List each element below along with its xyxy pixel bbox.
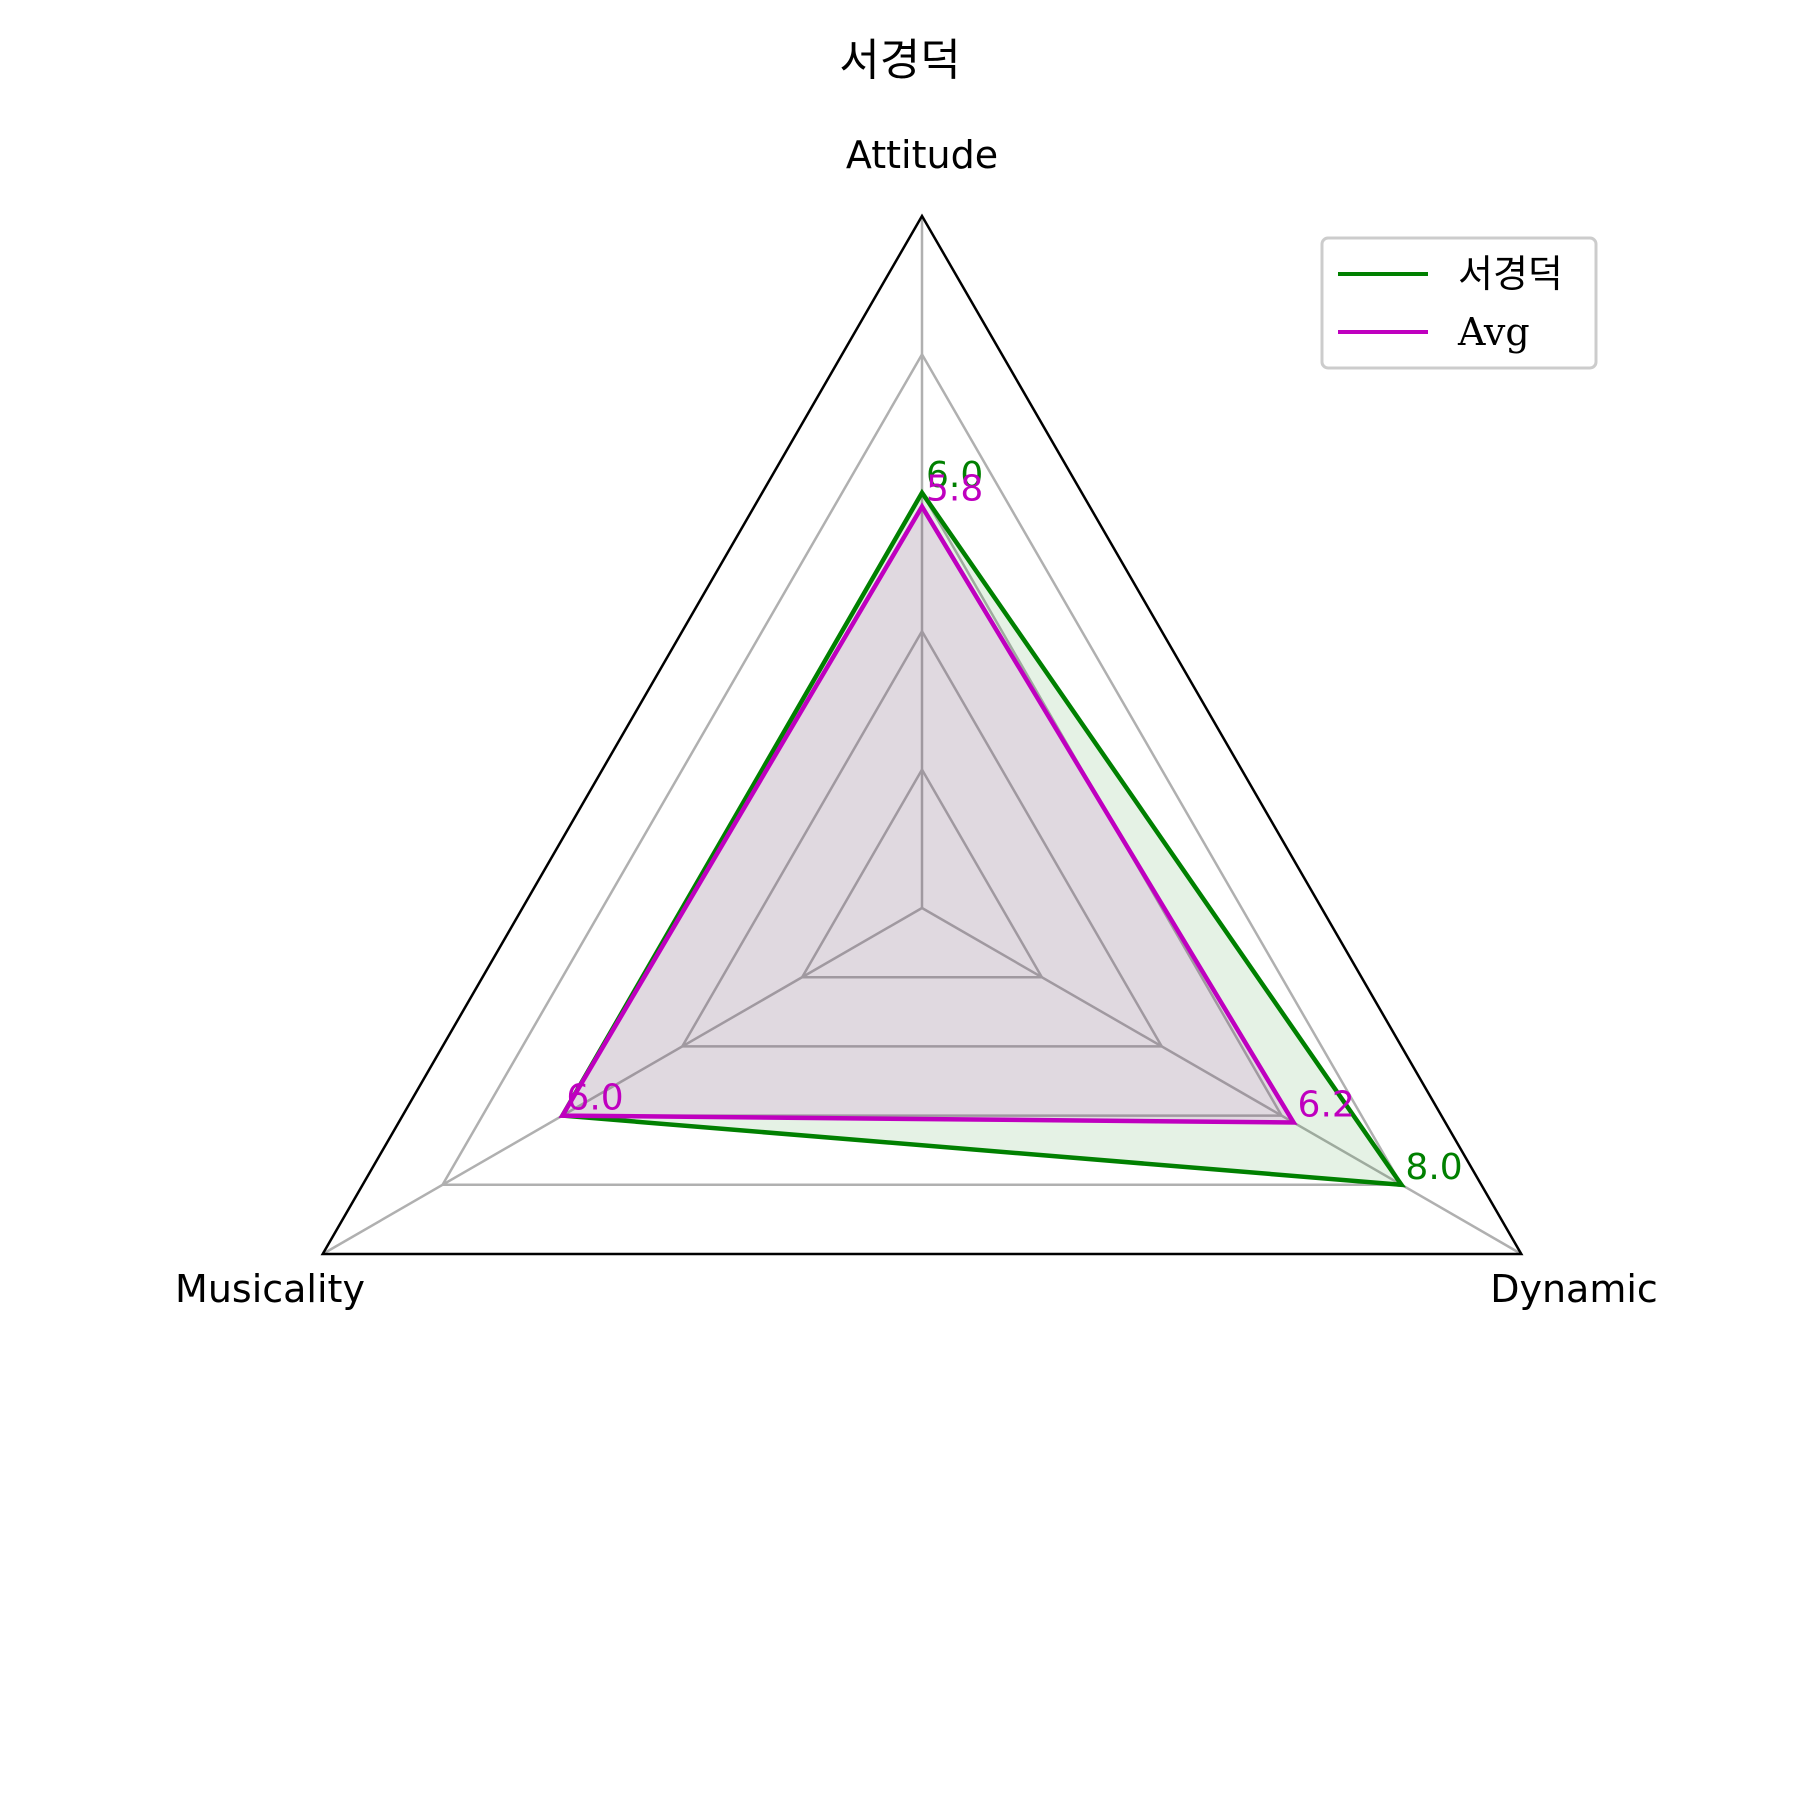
series-line-2	[558, 502, 1298, 1125]
grid-ring	[799, 767, 1045, 979]
series-fill-2	[562, 506, 1294, 1123]
legend-box	[1320, 236, 1598, 370]
chart-title: 서경덕	[839, 35, 960, 86]
value-label-series-2-dynamic: 6.2	[1298, 1085, 1355, 1126]
series-fill-1	[562, 492, 1402, 1185]
series-layer: 6.0 8.0 5.8 6.2 6.0	[558, 455, 1463, 1188]
value-label-series-1-dynamic: 8.0	[1405, 1147, 1462, 1188]
spoke-musicality	[322, 906, 923, 1256]
legend: 서경덕 Avg	[1320, 236, 1598, 370]
series-line-1	[558, 488, 1406, 1188]
legend-label-series-2: Avg	[1457, 310, 1530, 354]
outer-frame	[320, 213, 1524, 1256]
value-label-series-2-attitude: 5.8	[926, 469, 983, 510]
legend-label-series-1: 서경덕	[1458, 252, 1563, 296]
spoke-dynamic	[921, 906, 1522, 1256]
value-label-series-1-attitude: 6.0	[926, 455, 983, 496]
axis-label-attitude: Attitude	[846, 133, 998, 177]
grid-ring	[680, 628, 1164, 1048]
axis-label-musicality: Musicality	[175, 1267, 365, 1311]
axis-label-dynamic: Dynamic	[1490, 1267, 1658, 1311]
value-label-series-2-musicality: 6.0	[566, 1078, 623, 1119]
grid-ring	[440, 351, 1404, 1187]
axis-labels: Attitude Dynamic Musicality	[175, 133, 1658, 1311]
radar-frame	[320, 213, 1524, 1256]
